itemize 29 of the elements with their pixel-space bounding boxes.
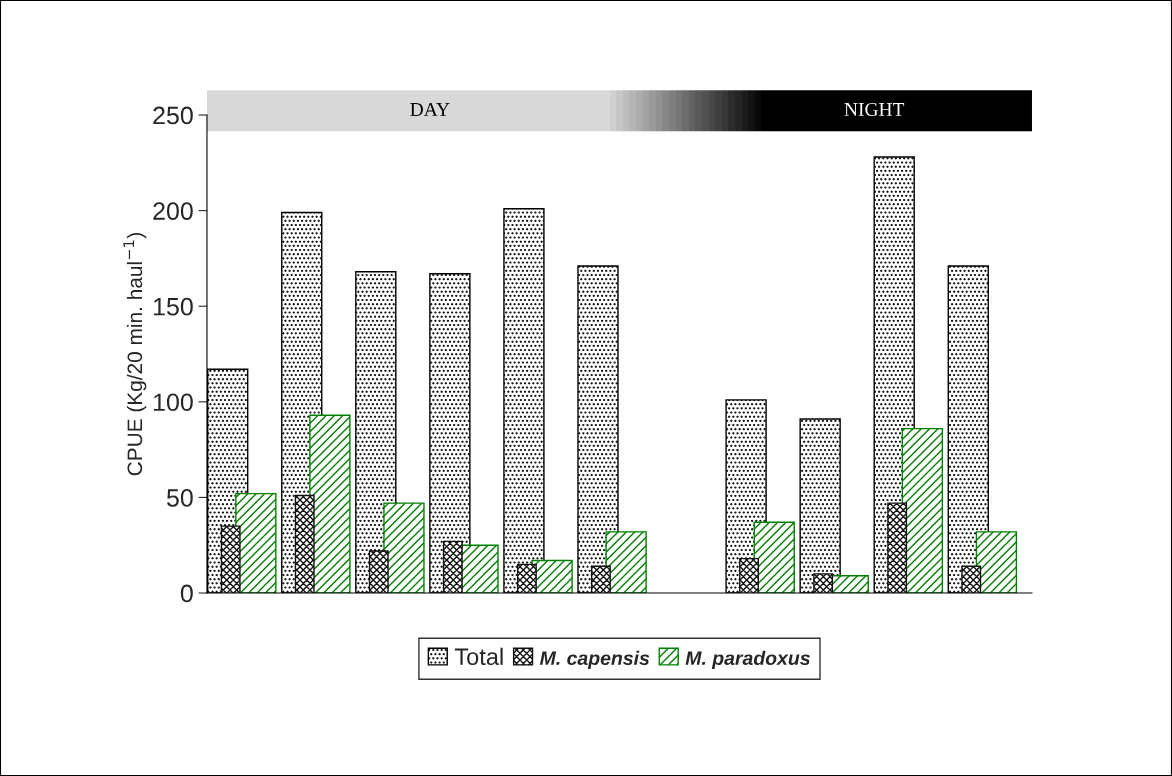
- legend-label: M. paradoxus: [685, 650, 810, 669]
- bar: [309, 414, 351, 594]
- bar: [383, 502, 425, 594]
- bar: [887, 502, 908, 594]
- bar: [220, 525, 241, 594]
- bar: [368, 550, 389, 594]
- y-axis-title: CPUE (Kg/20 min. haul$^{−1}$): [123, 233, 147, 476]
- bar: [235, 492, 277, 594]
- bar: [605, 531, 647, 594]
- y-tick-label: 50: [166, 489, 193, 507]
- bar: [753, 521, 795, 594]
- bar: [813, 573, 834, 594]
- legend-label: Total: [454, 647, 503, 666]
- bar: [739, 557, 760, 594]
- annotation: NIGHT: [844, 102, 905, 117]
- bar: [961, 565, 982, 594]
- annotation: DAY: [410, 103, 450, 116]
- y-tick-label: 200: [153, 202, 193, 220]
- bar: [442, 540, 463, 594]
- bar: [516, 563, 537, 594]
- bar: [294, 494, 315, 594]
- y-tick-label: 150: [153, 297, 193, 316]
- bar: [590, 565, 611, 594]
- y-tick-label: 0: [180, 584, 193, 603]
- bar: [901, 427, 944, 594]
- y-tick-label: 100: [153, 393, 193, 412]
- legend-label: M. capensis: [539, 650, 650, 669]
- bar: [975, 531, 1018, 594]
- y-tick-label: 250: [153, 106, 193, 125]
